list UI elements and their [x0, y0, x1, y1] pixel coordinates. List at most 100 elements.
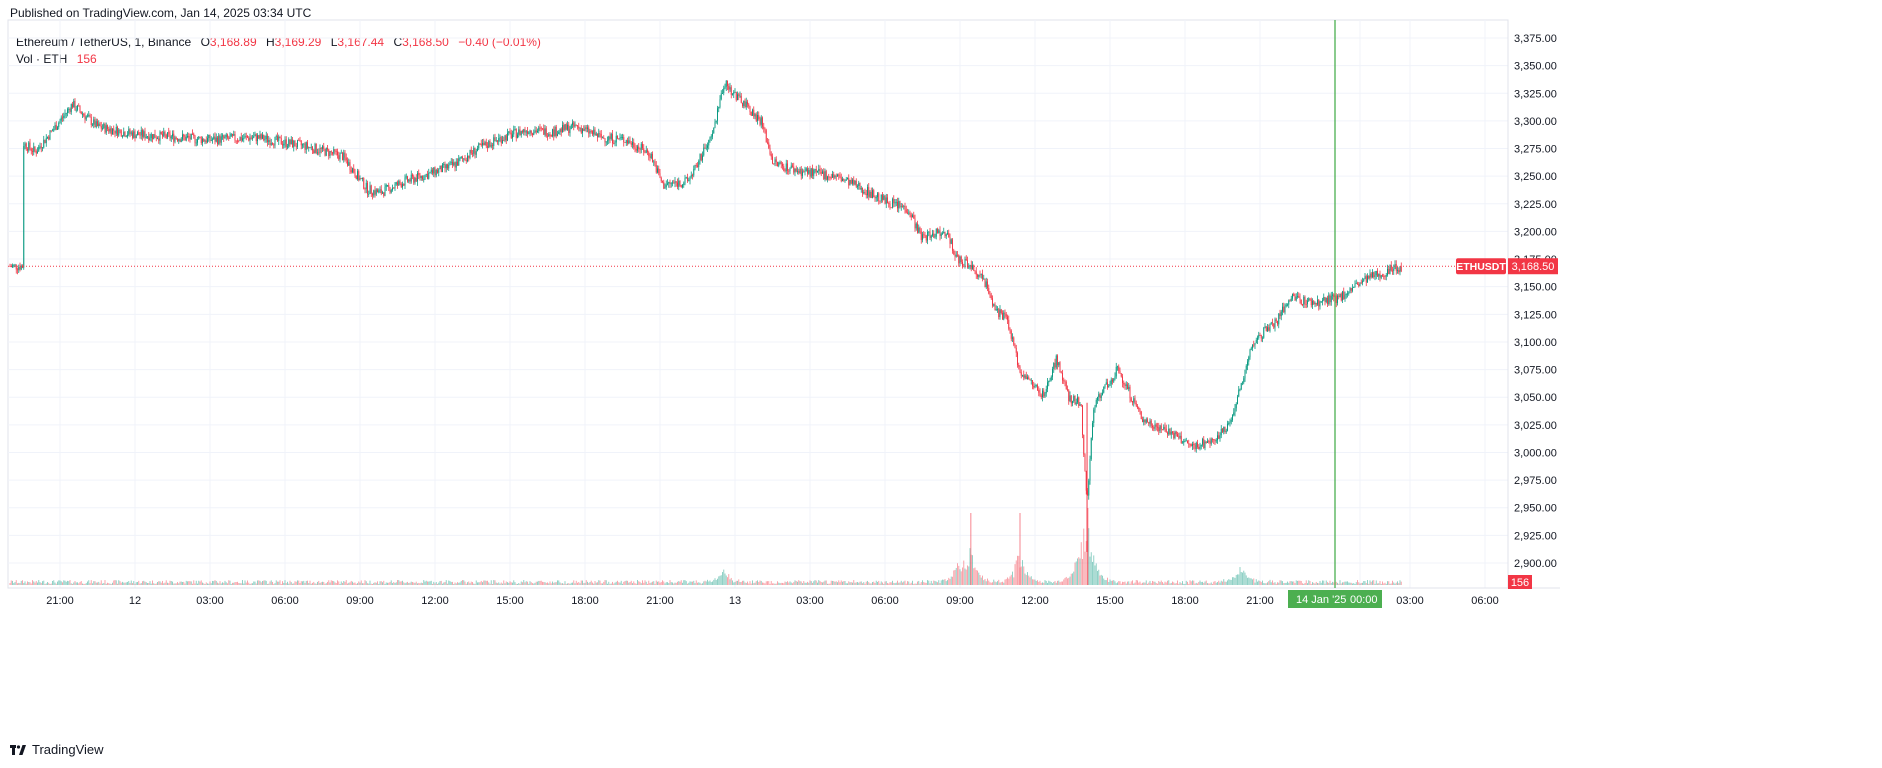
- volume-bar: [1323, 580, 1325, 585]
- candle-body: [458, 158, 460, 166]
- candle-body: [383, 192, 385, 196]
- volume-bar: [322, 581, 323, 585]
- candle-body: [819, 168, 821, 173]
- volume-bar: [1324, 583, 1326, 585]
- candle-body: [1083, 434, 1085, 455]
- candle-body: [637, 146, 638, 151]
- y-tick-label: 3,025.00: [1514, 420, 1557, 432]
- price-chart[interactable]: 3,375.003,350.003,325.003,300.003,275.00…: [0, 0, 1882, 740]
- volume-bar: [895, 582, 897, 585]
- volume-bar: [1188, 583, 1190, 585]
- candle-body: [404, 177, 406, 186]
- volume-bar: [495, 582, 497, 585]
- candle-body: [224, 136, 226, 139]
- candle-body: [727, 80, 728, 86]
- candle-body: [183, 134, 185, 137]
- volume-bar: [742, 580, 743, 585]
- volume-bar: [958, 565, 960, 585]
- candle-body: [187, 136, 188, 137]
- candle-body: [980, 274, 982, 275]
- candle-body: [1004, 312, 1006, 315]
- candle-body: [657, 168, 658, 173]
- volume-bar: [628, 582, 630, 585]
- volume-bar: [1025, 575, 1027, 585]
- volume-bar: [875, 580, 877, 585]
- candle-body: [952, 239, 953, 251]
- candle-body: [244, 135, 246, 139]
- volume-bar: [1387, 581, 1388, 585]
- candle-body: [217, 137, 218, 144]
- volume-bar: [477, 582, 478, 585]
- volume-label[interactable]: Vol · ETH: [16, 52, 68, 66]
- candle-body: [1065, 381, 1067, 390]
- volume-bar: [739, 581, 741, 585]
- candle-body: [1034, 385, 1036, 388]
- volume-bar: [849, 582, 851, 585]
- volume-bar: [1133, 583, 1135, 585]
- candle-body: [648, 152, 650, 157]
- candle-body: [1230, 420, 1232, 422]
- y-tick-label: 3,325.00: [1514, 88, 1557, 100]
- volume-bar: [290, 582, 292, 585]
- candle-body: [414, 178, 416, 183]
- volume-bar: [1127, 581, 1128, 585]
- candle-body: [1327, 297, 1328, 304]
- volume-bar: [509, 581, 511, 585]
- volume-bar: [807, 581, 808, 585]
- volume-bar: [967, 565, 968, 585]
- volume-bar: [409, 582, 411, 585]
- volume-bar: [324, 583, 326, 585]
- footer-brand[interactable]: TradingView: [10, 742, 104, 757]
- candle-body: [1175, 431, 1177, 435]
- volume-bar: [677, 581, 678, 585]
- candle-body: [927, 231, 928, 241]
- candle-body: [452, 161, 453, 166]
- candle-body: [1134, 398, 1136, 404]
- candle-body: [75, 109, 77, 111]
- volume-bar: [418, 582, 420, 585]
- candle-body: [570, 125, 572, 130]
- candle-body: [1204, 441, 1206, 448]
- volume-bar: [865, 581, 867, 585]
- volume-bar: [450, 581, 452, 585]
- candle-body: [708, 140, 710, 146]
- candle-body: [89, 115, 91, 118]
- candle-body: [664, 187, 666, 189]
- candle-body: [1138, 407, 1140, 410]
- candle-body: [373, 190, 375, 196]
- candle-body: [690, 174, 692, 177]
- volume-bar: [1232, 577, 1233, 585]
- volume-bar: [923, 582, 925, 585]
- volume-bar: [79, 581, 81, 585]
- candle-body: [655, 165, 657, 173]
- candle-body: [433, 167, 435, 174]
- chart-frame: [7, 19, 1509, 589]
- candle-body: [209, 134, 211, 141]
- candle-body: [999, 309, 1001, 318]
- candle-body: [753, 109, 755, 117]
- candle-body: [688, 180, 690, 181]
- volume-bar: [1158, 580, 1160, 585]
- volume-bar: [1153, 581, 1155, 585]
- candle-body: [1092, 422, 1093, 438]
- volume-bar: [348, 582, 350, 585]
- candle-body: [30, 148, 32, 152]
- volume-bar: [1248, 577, 1250, 585]
- volume-bar: [852, 582, 853, 585]
- candle-body: [838, 174, 840, 176]
- candle-body: [103, 123, 105, 129]
- volume-bar: [389, 581, 391, 585]
- volume-bar: [70, 583, 72, 585]
- candle-body: [218, 135, 220, 144]
- volume-bar: [548, 583, 550, 585]
- volume-bar: [157, 582, 158, 585]
- volume-bar: [799, 581, 801, 585]
- volume-bar: [809, 580, 811, 585]
- candle-body: [910, 214, 912, 218]
- volume-bar: [363, 583, 365, 585]
- volume-bar: [1269, 579, 1271, 585]
- candle-body: [1058, 362, 1060, 366]
- volume-bar: [283, 582, 285, 585]
- volume-bar: [1273, 582, 1275, 585]
- volume-bar: [40, 582, 42, 585]
